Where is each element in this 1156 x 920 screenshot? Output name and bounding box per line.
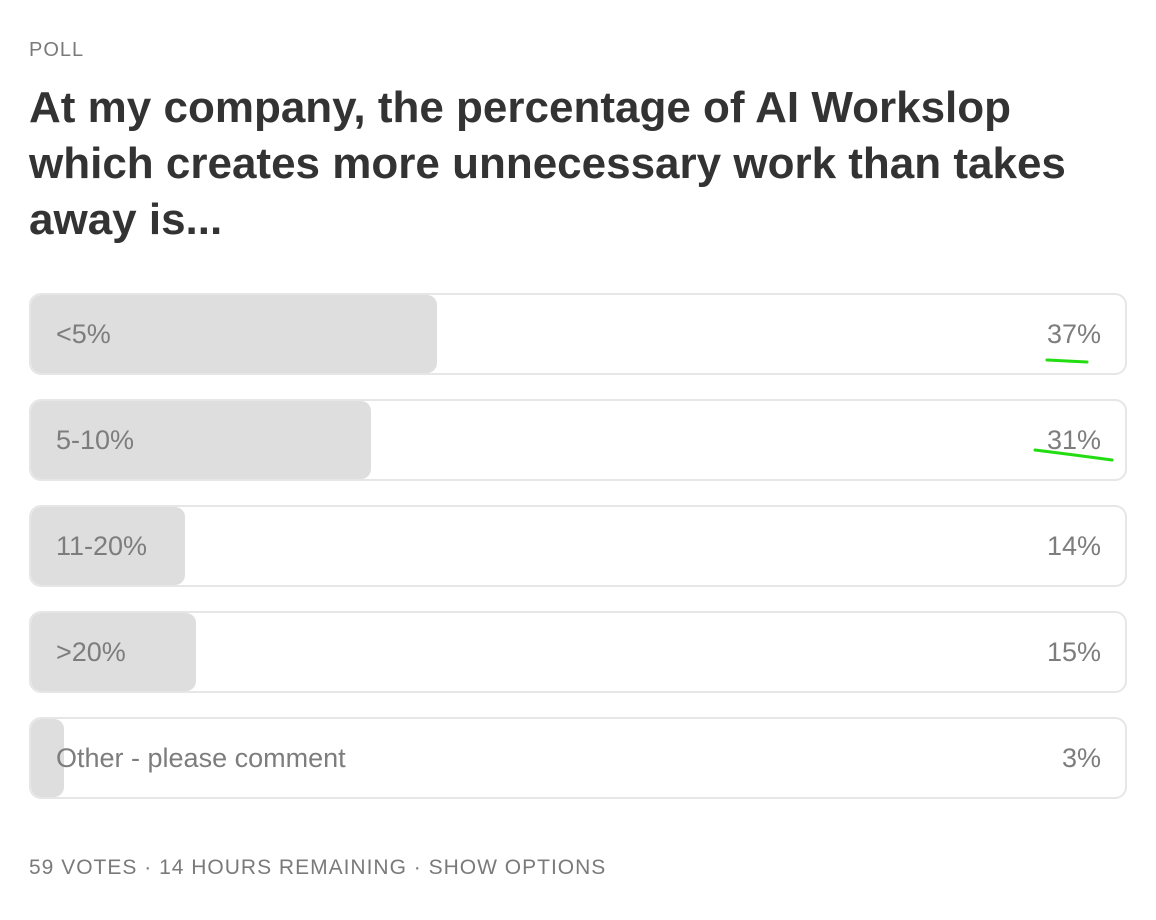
poll-option-0[interactable]: <5% 37% (29, 293, 1127, 375)
footer-separator: · (406, 856, 429, 879)
poll-option-3[interactable]: >20% 15% (29, 611, 1127, 693)
option-percent: 37% (1046, 318, 1101, 349)
option-percent: 3% (1061, 742, 1101, 773)
poll-option-4[interactable]: Other - please comment 3% (29, 717, 1127, 799)
option-label: 11-20% (56, 530, 148, 561)
poll-label: POLL (29, 39, 85, 61)
poll-option-2[interactable]: 11-20% 14% (29, 505, 1127, 587)
option-label: <5% (56, 318, 111, 349)
option-result-bar (31, 507, 185, 585)
option-result-bar (31, 719, 64, 797)
option-result-bar (31, 295, 437, 373)
show-options-link[interactable]: SHOW OPTIONS (428, 856, 607, 879)
option-result-bar (31, 613, 196, 691)
poll-option-1[interactable]: 5-10% 31% (29, 399, 1127, 481)
footer-separator: · (137, 856, 160, 879)
time-remaining: 14 HOURS REMAINING (159, 856, 407, 879)
vote-count: 59 VOTES (29, 856, 138, 879)
option-percent: 31% (1046, 424, 1101, 455)
option-result-bar (31, 401, 372, 479)
option-label: 5-10% (56, 424, 135, 455)
option-percent: 14% (1046, 530, 1101, 561)
option-label: Other - please comment (56, 742, 346, 773)
poll-footer: 59 VOTES · 14 HOURS REMAINING · SHOW OPT… (29, 855, 606, 881)
poll-options: <5% 37% 5-10% 31% 11-20% 14% >20% 15% Ot… (29, 293, 1127, 823)
option-percent: 15% (1046, 636, 1101, 667)
option-label: >20% (56, 636, 126, 667)
poll-question: At my company, the percentage of AI Work… (29, 83, 1066, 244)
